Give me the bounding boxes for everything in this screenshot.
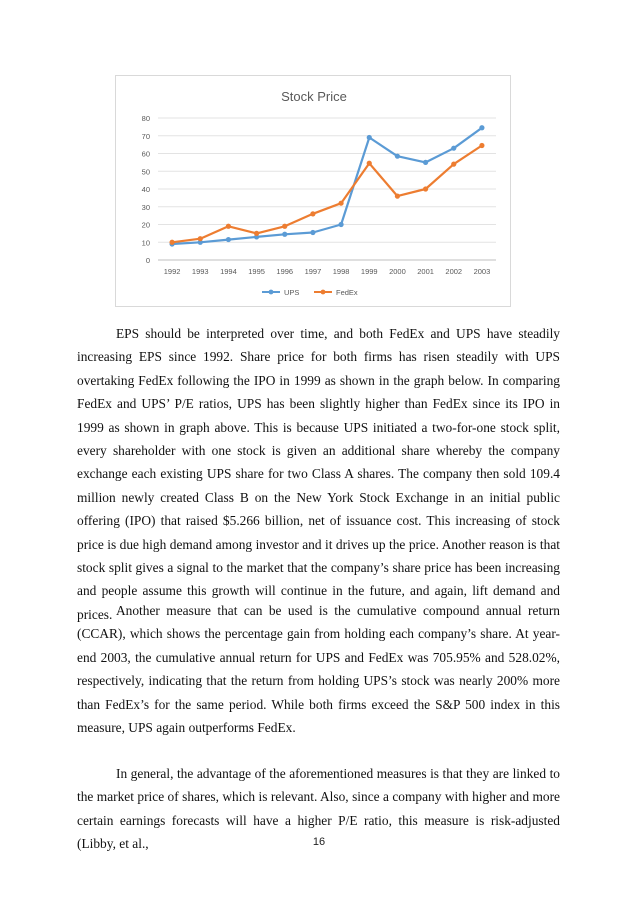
data-point-fedex <box>422 186 429 192</box>
x-tick-label: 1999 <box>361 267 378 276</box>
data-point-fedex <box>366 160 372 166</box>
legend-label-fedex: FedEx <box>336 288 358 297</box>
data-point-fedex <box>451 161 457 167</box>
page-number: 16 <box>312 836 326 848</box>
data-point-ups <box>310 229 316 236</box>
y-tick-label: 10 <box>142 238 150 247</box>
data-point-fedex <box>169 239 175 245</box>
x-tick-label: 2000 <box>389 267 406 276</box>
y-tick-label: 30 <box>142 203 150 212</box>
data-point-ups <box>338 221 344 228</box>
y-tick-label: 50 <box>142 167 150 176</box>
y-tick-label: 60 <box>142 150 150 159</box>
data-point-ups <box>451 145 457 151</box>
y-tick-label: 20 <box>142 221 150 230</box>
body-paragraph: Another measure that can be used is the … <box>77 603 560 736</box>
data-point-fedex <box>479 142 485 149</box>
x-tick-label: 1992 <box>164 267 181 276</box>
data-point-fedex <box>310 211 316 217</box>
data-point-fedex <box>197 236 203 242</box>
data-point-fedex <box>225 223 232 229</box>
data-point-fedex <box>338 200 344 206</box>
legend-label-ups: UPS <box>284 288 299 297</box>
legend-marker-fedex <box>320 289 326 295</box>
x-tick-label: 2001 <box>417 267 434 276</box>
chart-title: Stock Price <box>281 89 347 104</box>
x-tick-label: 1998 <box>333 267 350 276</box>
body-paragraph: EPS should be interpreted over time, and… <box>77 326 560 622</box>
data-point-ups <box>479 125 485 131</box>
y-tick-label: 0 <box>146 256 150 265</box>
y-tick-label: 70 <box>142 132 150 141</box>
stock-price-chart: 0 10 20 30 40 50 60 70 80 1992 1993 1994 1995 1996 199… <box>115 75 511 307</box>
data-point-fedex <box>282 223 288 229</box>
data-point-ups <box>282 231 288 237</box>
x-tick-label: 1994 <box>220 267 237 276</box>
x-tick-label: 1995 <box>248 267 265 276</box>
data-point-ups <box>422 159 429 165</box>
series-line-ups <box>172 126 483 246</box>
body-paragraph: In general, the advantage of the aforeme… <box>77 766 560 852</box>
x-tick-label: 1993 <box>192 267 209 276</box>
y-tick-label: 80 <box>142 114 150 123</box>
x-tick-label: 2003 <box>474 267 491 276</box>
data-point-fedex <box>394 193 401 199</box>
data-point-ups <box>225 236 232 243</box>
data-point-fedex <box>253 230 260 236</box>
x-tick-label: 2002 <box>445 267 462 276</box>
y-tick-label: 40 <box>142 185 150 194</box>
series-line-fedex <box>171 144 483 244</box>
x-tick-label: 1997 <box>305 267 322 276</box>
x-tick-label: 1996 <box>276 267 293 276</box>
data-point-ups <box>394 153 401 159</box>
chart-canvas: 0 10 20 30 40 50 60 70 80 1992 1993 1994 1995 1996 199… <box>142 89 496 297</box>
data-point-ups <box>366 134 372 141</box>
legend-marker-ups <box>268 289 274 295</box>
